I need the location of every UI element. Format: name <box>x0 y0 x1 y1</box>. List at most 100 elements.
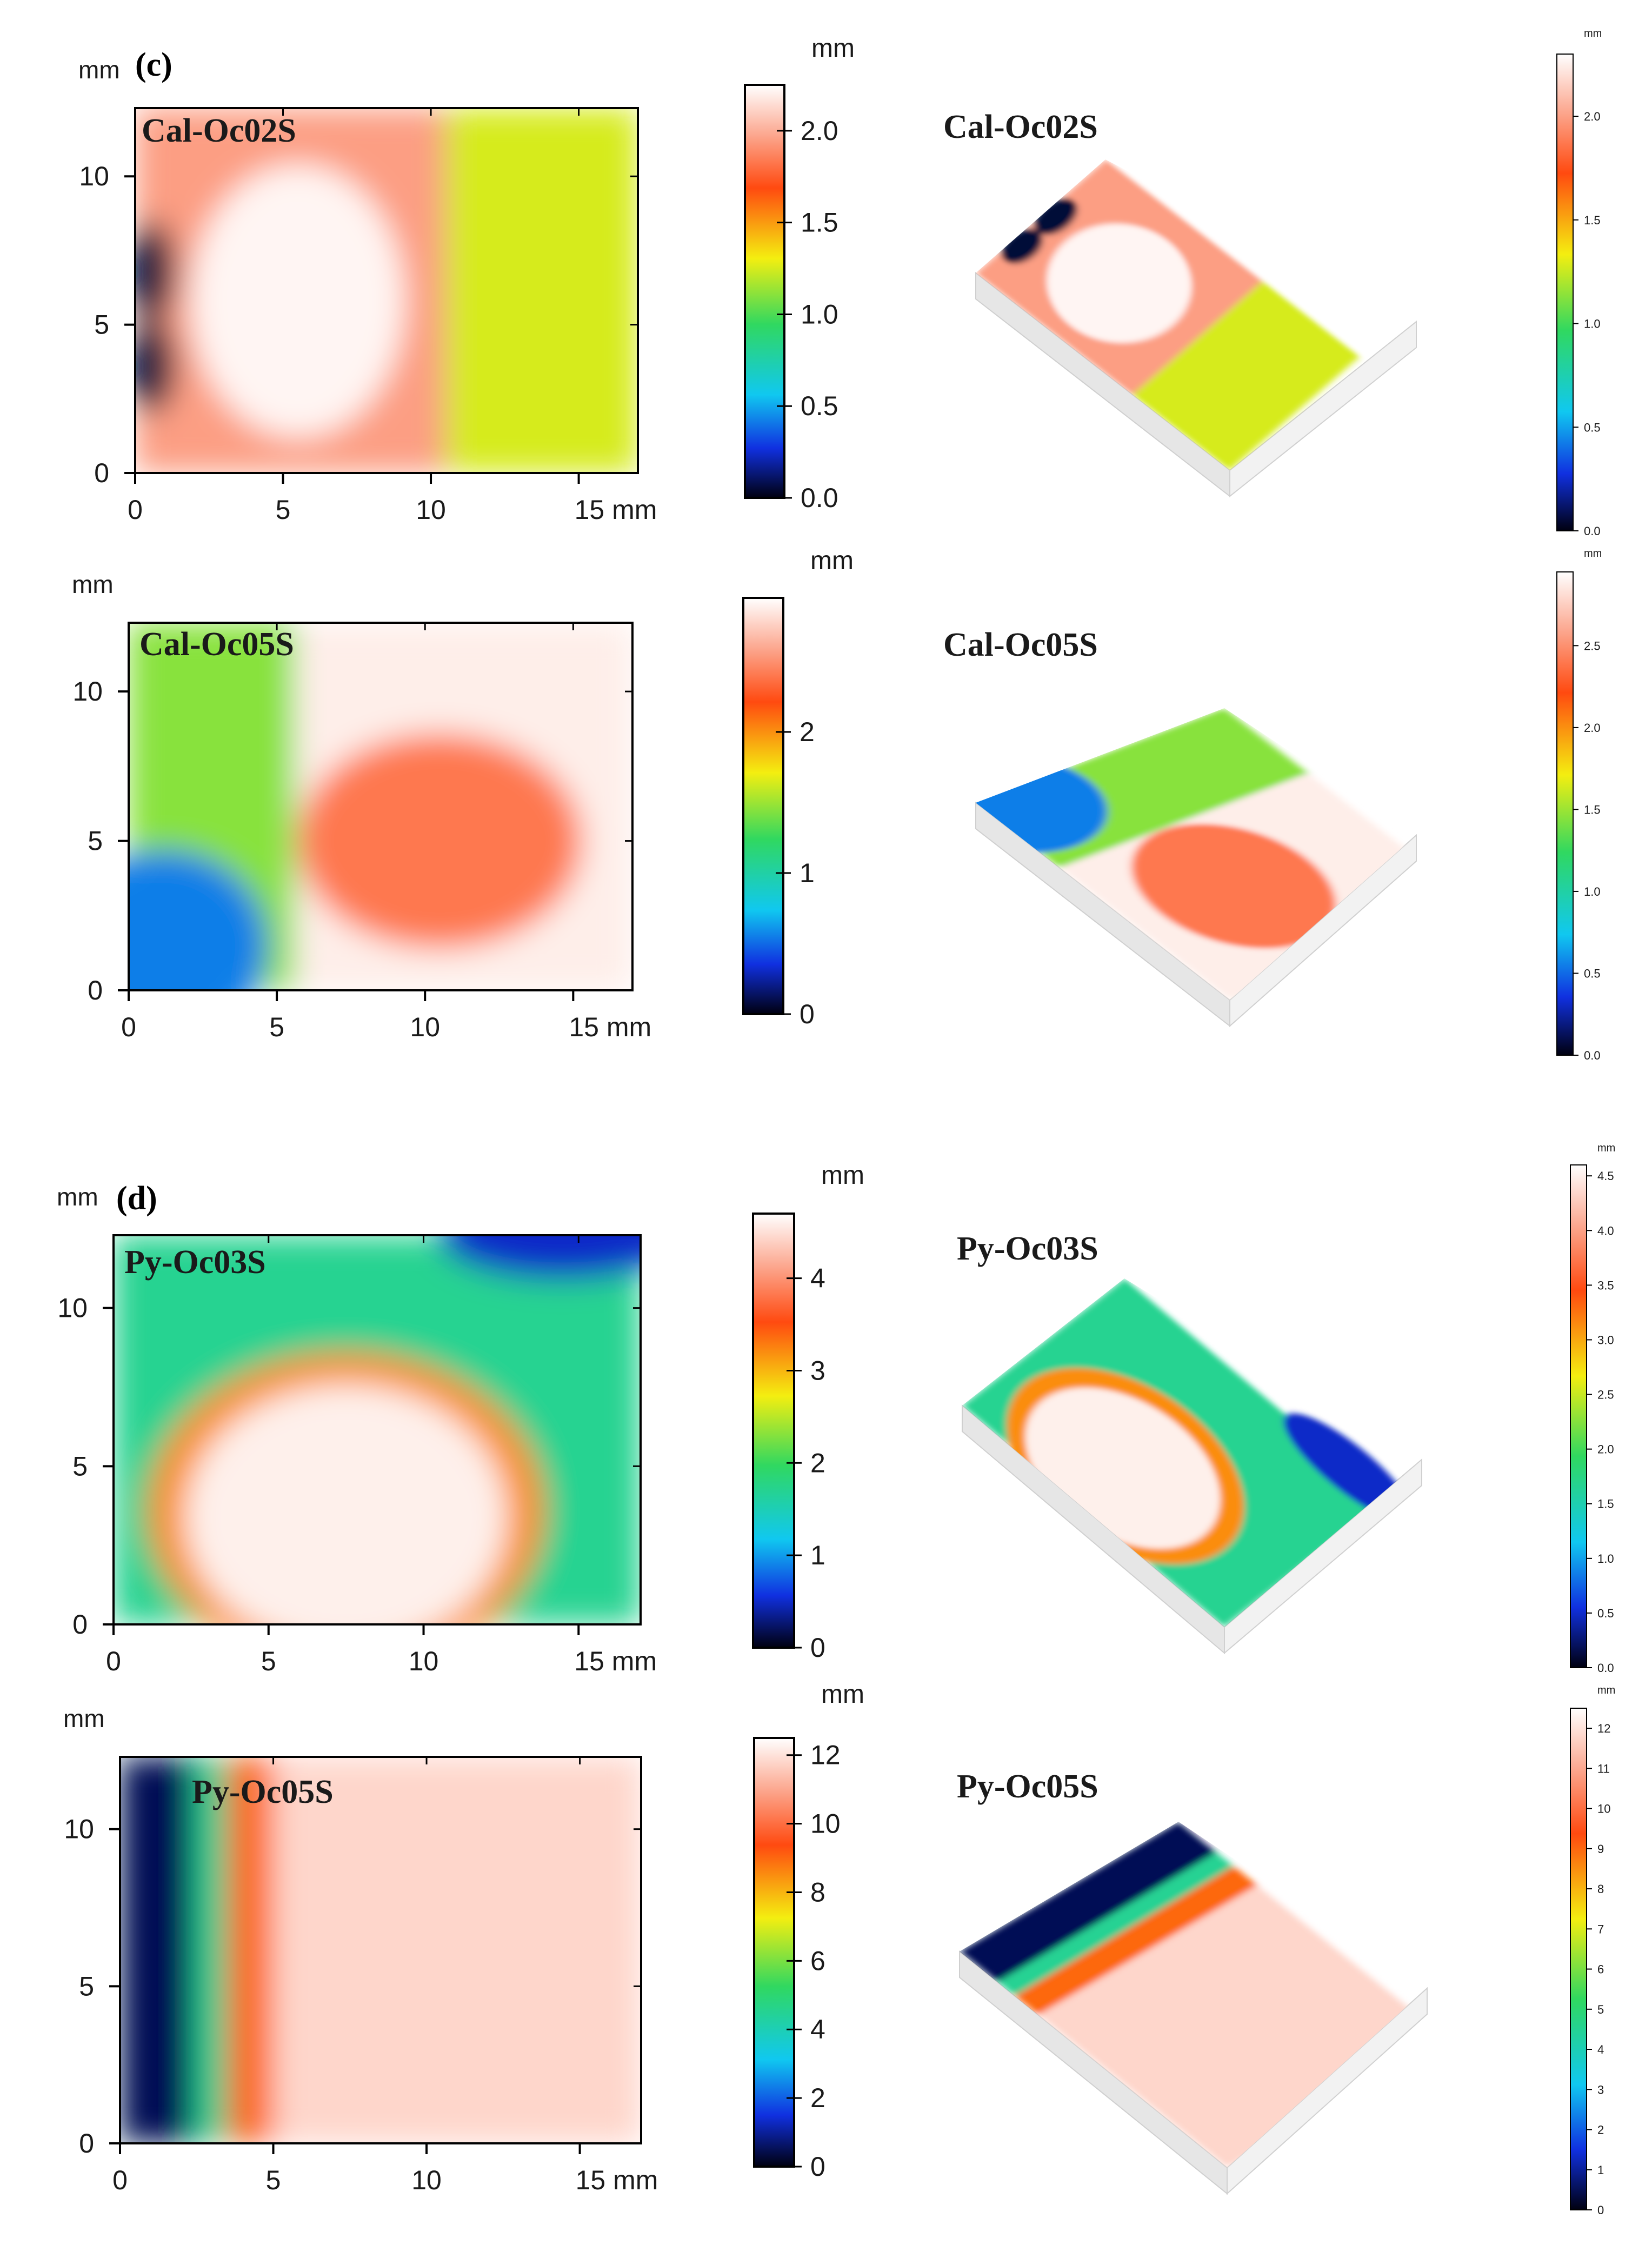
x-tick-label: 0 <box>112 2165 128 2195</box>
surface-3d-title: Py-Oc03S <box>957 1230 1098 1267</box>
colorbar-3d-tick-label: 1.5 <box>1597 1497 1614 1511</box>
heatmap-field <box>135 108 638 473</box>
colorbar-3d-tick-label: 2.0 <box>1597 1443 1614 1456</box>
colorbar-unit-label: mm <box>821 1680 864 1709</box>
height-region-4 <box>273 1757 641 2143</box>
colorbar-tick-label: 0 <box>810 2151 825 2182</box>
surface-top <box>960 1822 1427 2168</box>
colorbar-3d-tick-label: 1.5 <box>1584 803 1601 816</box>
y-axis-unit-label: mm <box>57 1183 98 1211</box>
x-tick-label: 0 <box>121 1012 136 1042</box>
surface-3d-view: Cal-Oc02S mm 0.0 0.5 1.0 1.5 2.0 <box>943 28 1602 538</box>
y-tick-label: 10 <box>57 1293 88 1323</box>
heatmap-smooth <box>120 1757 641 2143</box>
surface-top-clip <box>960 1822 1427 2168</box>
chart-cal-oc02s: mm Cal-Oc02S 0 5 10 15 mm 0 5 10 mm 0.0 0.5 1.0 1.5 2.… <box>78 28 1602 538</box>
surface-top-clip <box>976 708 1416 1000</box>
colorbar-3d-unit-label: mm <box>1584 28 1602 39</box>
y-tick-label: 10 <box>79 161 109 191</box>
colorbar-3d <box>1570 1164 1587 1668</box>
colorbar-3d-tick-label: 1.0 <box>1584 885 1601 898</box>
colorbar-tick-label: 12 <box>810 1740 841 1770</box>
colorbar-3d-tick-label: 4.5 <box>1597 1169 1614 1183</box>
heatmap-title: Cal-Oc05S <box>139 626 294 663</box>
colorbar-tick-label: 3 <box>810 1355 825 1385</box>
colorbar-3d-tick-label: 11 <box>1597 1762 1610 1775</box>
colorbar-3d-tick-label: 2 <box>1597 2123 1604 2137</box>
colorbar-3d-tick-label: 10 <box>1597 1802 1610 1816</box>
heatmap-smooth <box>114 1235 641 1624</box>
colorbar-3d-tick-label: 9 <box>1597 1842 1604 1856</box>
plot-frame <box>128 622 634 991</box>
colorbar-3d-tick-label: 2.0 <box>1584 721 1601 735</box>
colorbar-tick-label: 4 <box>810 1263 825 1294</box>
panel-label-d: (d) <box>116 1180 157 1217</box>
surface-side-right <box>1227 1987 1428 2195</box>
surface-3d-title: Cal-Oc02S <box>943 109 1098 145</box>
colorbar-3d-tick-label: 3.5 <box>1597 1278 1614 1292</box>
colorbar-3d <box>1556 54 1574 531</box>
colorbar-3d-tick-label: 2.0 <box>1584 110 1601 123</box>
heatmap-title: Py-Oc03S <box>124 1244 266 1281</box>
x-tick-label: 15 mm <box>576 2165 658 2195</box>
surface-3d-view: Cal-Oc05S mm 0.0 0.5 1.0 1.5 2.0 2.5 <box>943 548 1602 1062</box>
colorbar <box>753 1737 795 2168</box>
x-tick-label: 15 mm <box>574 1646 657 1676</box>
heatmap-field <box>120 1757 641 2143</box>
colorbar-3d-tick-label: 0.5 <box>1597 1607 1614 1620</box>
colorbar-tick-label: 1.5 <box>801 208 838 238</box>
colorbar-3d-tick-label: 1.5 <box>1584 214 1601 227</box>
height-region-3 <box>227 1757 274 2143</box>
colorbar-3d-tick-label: 0.0 <box>1597 1661 1614 1675</box>
colorbar-3d-tick-label: 4 <box>1597 2043 1604 2056</box>
height-region-2 <box>997 1852 1234 1996</box>
y-tick-label: 5 <box>88 826 103 856</box>
colorbar-3d-tick-label: 4.0 <box>1597 1224 1614 1237</box>
colorbar-3d-tick-label: 2.5 <box>1584 639 1601 652</box>
heatmap-smooth <box>135 108 638 473</box>
colorbar-tick-label: 6 <box>810 1946 825 1976</box>
y-tick-label: 10 <box>64 1814 94 1844</box>
colorbar-tick-label: 1 <box>810 1540 825 1570</box>
y-tick-label: 0 <box>79 2128 94 2159</box>
y-tick-label: 5 <box>72 1451 88 1481</box>
y-tick-label: 5 <box>94 310 109 340</box>
colorbar-tick-label: 1 <box>800 858 815 888</box>
y-tick-label: 10 <box>72 676 103 707</box>
height-region-1 <box>1133 281 1360 470</box>
colorbar-3d-tick-label: 2.5 <box>1597 1388 1614 1402</box>
colorbar-tick-label: 10 <box>810 1809 841 1839</box>
height-region-2 <box>439 1235 641 1280</box>
colorbar-3d-tick-label: 1 <box>1597 2163 1604 2177</box>
colorbar-unit-label: mm <box>810 547 854 575</box>
height-region-4 <box>135 221 175 322</box>
plot-frame <box>119 1756 642 2144</box>
colorbar-3d-tick-label: 12 <box>1597 1722 1610 1735</box>
surface-side-right <box>1229 320 1417 498</box>
colorbar-3d-unit-label: mm <box>1584 548 1602 559</box>
height-region-5 <box>135 318 175 414</box>
colorbar-3d-tick-label: 3.0 <box>1597 1333 1614 1347</box>
x-tick-label: 5 <box>261 1646 276 1676</box>
height-region-1 <box>120 1757 194 2143</box>
surface-top <box>976 708 1416 1000</box>
heatmap-smooth <box>129 623 632 990</box>
colorbar-3d-tick-label: 3 <box>1597 2083 1604 2096</box>
surface-3d-view: Py-Oc03S mm 0.0 0.5 1.0 1.5 2.0 2.5 3.0 3.5 4.0 4.5 <box>957 1142 1615 1675</box>
colorbar-tick-label: 0 <box>810 1633 825 1663</box>
y-axis-unit-label: mm <box>78 56 120 84</box>
chart-py-oc03s: mm Py-Oc03S 0 5 10 15 mm 0 5 10 mm 0 1 2 3 4 Py-Oc03S mm… <box>57 1142 1615 1676</box>
surface-smooth <box>976 159 1360 470</box>
colorbar-3d <box>1570 1708 1587 2210</box>
x-tick-label: 15 mm <box>575 495 657 525</box>
surface-smooth <box>976 708 1416 1000</box>
colorbar-3d-tick-label: 1.0 <box>1584 317 1601 331</box>
colorbar-3d <box>1556 571 1574 1056</box>
x-tick-label: 15 mm <box>569 1012 651 1042</box>
y-tick-label: 0 <box>88 975 103 1005</box>
colorbar-tick-label: 2 <box>800 717 815 747</box>
